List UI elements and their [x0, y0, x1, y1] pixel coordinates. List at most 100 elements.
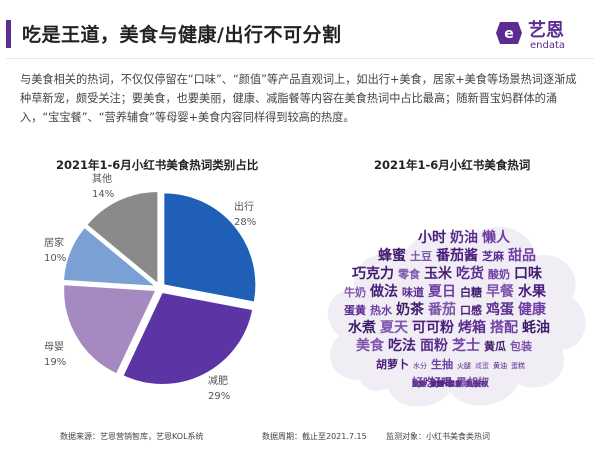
- cloud-word: 包装: [509, 339, 532, 353]
- pie-label-jianfei-value: 29%: [208, 391, 231, 402]
- pie-label-jujia-value: 10%: [44, 253, 67, 264]
- intro-paragraph: 与美食相关的热词，不仅仅停留在“口味”、“颜值”等产品直观词上，如出行+美食，居…: [20, 73, 577, 124]
- cloud-word: 胡萝卜: [376, 357, 409, 371]
- cloud-word: 黄瓜: [484, 339, 506, 353]
- cloud-word: 小时: [418, 229, 446, 246]
- cloud-word: 可可粉: [412, 319, 454, 336]
- cloud-word: 巧克力: [352, 265, 394, 282]
- cloud-word: 小火: [466, 379, 480, 388]
- pie-label-jianfei-name: 减肥: [208, 376, 228, 387]
- cloud-word: 懒人: [482, 229, 511, 246]
- cloud-word: 打卡: [466, 379, 480, 388]
- cloud-word: 水果: [518, 283, 547, 300]
- footer-source: 数据来源：艺恩营销智库，艺恩KOL系统: [60, 432, 204, 441]
- cloud-word: 甜品: [508, 247, 536, 264]
- cloud-word: 牛肉: [456, 379, 470, 388]
- pie-label-chuxing: 出行 28%: [234, 200, 256, 230]
- cloud-word: 水分: [413, 361, 427, 370]
- cloud-word: 芝士: [452, 337, 480, 354]
- pie-label-qita-value: 14%: [92, 189, 115, 200]
- pie-slice-jianfei: [122, 291, 254, 385]
- cloud-word: 咸蛋: [475, 361, 489, 370]
- cloud-word: 食谱: [448, 379, 462, 388]
- cloud-word: 芝麻: [482, 249, 505, 263]
- cloud-word: 水煮: [348, 319, 376, 336]
- pie-slice-muying: [63, 284, 157, 375]
- cloud-word: 芒果: [430, 379, 444, 388]
- cloud-word: 下饭: [430, 379, 444, 388]
- footer-period: 数据周期：截止至2021.7.15: [262, 432, 367, 441]
- cloud-word: 蔬菜: [412, 379, 426, 388]
- cloud-word: 口袋: [430, 379, 444, 388]
- pie-label-jujia-name: 居家: [44, 238, 64, 249]
- cloud-word: 夏日: [428, 283, 456, 300]
- cloud-word: 面粉: [420, 337, 448, 354]
- cloud-word: 吃法: [388, 337, 416, 354]
- cloud-word: 热水: [370, 303, 393, 317]
- wordcloud-title: 2021年1-6月小红书美食热词: [374, 158, 531, 172]
- cloud-word: 美食: [356, 337, 385, 354]
- cloud-word: 酸辣: [474, 379, 488, 388]
- cloud-word: 家常: [466, 379, 480, 388]
- pie-chart-title: 2021年1-6月小红书美食热词类别占比: [56, 158, 259, 172]
- cloud-word: 辣椒: [430, 379, 444, 388]
- cloud-word: 减肥: [412, 379, 426, 388]
- cloud-word: 材料: [438, 379, 452, 388]
- cloud-word: 幸福: [412, 379, 426, 388]
- cloud-word: 零食: [397, 267, 421, 281]
- cloud-word: 蚝油: [522, 319, 550, 336]
- cloud-word: 蜂蜜: [378, 247, 406, 264]
- cloud-word: 果肉: [448, 379, 462, 388]
- cloud-word: 好喝: [429, 375, 452, 389]
- pie-label-muying-value: 19%: [44, 357, 67, 368]
- cloud-word: 夏天: [380, 319, 409, 336]
- cloud-word: 口感: [460, 303, 482, 317]
- cloud-word: 做法: [369, 283, 398, 300]
- pie-label-chuxing-value: 28%: [234, 217, 257, 228]
- cloud-word: 辅食: [412, 379, 426, 388]
- pie-label-qita: 其他 14%: [92, 172, 114, 202]
- word-cloud-shape: [327, 226, 586, 407]
- footer-subject: 监测对象：小红书美食类热词: [386, 432, 490, 441]
- svg-text:e: e: [504, 26, 514, 42]
- cloud-word: 好吃: [411, 375, 434, 389]
- cloud-word: 火腿: [457, 362, 471, 370]
- pie-chart-svg: [63, 190, 257, 385]
- cloud-word: 白糖: [460, 285, 482, 299]
- logo-english-text: endata: [530, 40, 566, 51]
- cloud-word: 味道: [402, 285, 424, 299]
- cloud-word: 朋友: [448, 379, 462, 388]
- cloud-word: 烤箱: [458, 319, 486, 336]
- cloud-word: 健康: [518, 301, 547, 318]
- pie-label-muying-name: 母婴: [44, 342, 64, 353]
- cloud-word: 生抽: [431, 357, 453, 371]
- cloud-word: 视频: [412, 379, 426, 388]
- pie-label-chuxing-name: 出行: [234, 202, 254, 213]
- cloud-word: 牛奶: [344, 285, 366, 299]
- cloud-word: 鸡蛋: [485, 301, 514, 318]
- cloud-word: 宝宝: [448, 379, 462, 388]
- cloud-word: 吃货: [456, 265, 484, 282]
- cloud-word: 口味: [514, 266, 542, 282]
- cloud-word: 黄油: [493, 361, 507, 370]
- cloud-word: 营养: [466, 379, 480, 388]
- pie-slice-qita: [86, 190, 159, 285]
- pie-slice-chuxing: [163, 192, 257, 303]
- page-title: 吃是王道，美食与健康/出行不可分割: [22, 24, 342, 46]
- pie-chart: 出行 28% 减肥 29% 母婴 19% 居家 10% 其他 14%: [0, 174, 300, 430]
- cloud-word: 奶茶: [396, 301, 425, 318]
- pie-label-jianfei: 减肥 29%: [208, 374, 230, 404]
- cloud-word: 搭配: [490, 319, 518, 336]
- cloud-word: 泡面: [466, 379, 480, 388]
- cloud-word: 颜值: [430, 379, 444, 388]
- pie-label-muying: 母婴 19%: [44, 340, 66, 370]
- cloud-word: 冰箱: [448, 379, 462, 388]
- cloud-word: 减脂: [448, 379, 462, 388]
- cloud-word: 蛋黄: [344, 303, 366, 317]
- title-divider: [6, 58, 594, 59]
- cloud-word: 番茄: [427, 301, 456, 318]
- pie-slice-jujia: [63, 226, 157, 287]
- cloud-word: 大火: [466, 379, 480, 388]
- cloud-word: 奶油: [450, 229, 478, 246]
- cloud-word: 早餐: [486, 283, 515, 300]
